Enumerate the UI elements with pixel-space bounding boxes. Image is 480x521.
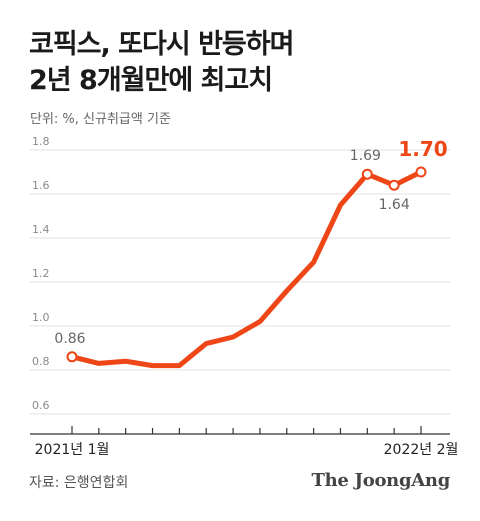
data-point-marker xyxy=(66,351,78,363)
data-point-marker xyxy=(415,166,427,178)
data-label: 1.70 xyxy=(398,137,447,161)
publisher-logo: The JoongAng xyxy=(311,470,451,491)
data-point-marker xyxy=(361,168,373,180)
y-tick-label: 0.6 xyxy=(32,399,50,412)
y-tick-label: 0.8 xyxy=(32,355,50,368)
chart-title: 코픽스, 또다시 반등하며 2년 8개월만에 최고치 xyxy=(29,27,294,99)
y-tick-label: 1.2 xyxy=(32,267,50,280)
y-tick-label: 1.6 xyxy=(32,179,50,192)
y-tick-label: 1.0 xyxy=(32,311,50,324)
title-line-1: 코픽스, 또다시 반등하며 xyxy=(29,29,294,60)
data-label: 1.69 xyxy=(350,148,381,164)
series-line xyxy=(69,169,424,369)
unit-note: 단위: %, 신규취급액 기준 xyxy=(30,112,171,127)
data-label: 0.86 xyxy=(54,331,85,347)
data-point-marker xyxy=(388,179,400,191)
data-label: 1.64 xyxy=(379,197,410,213)
x-tick-label-last: 2022년 2월 xyxy=(384,442,459,458)
y-tick-label: 1.4 xyxy=(32,223,50,236)
title-line-2: 2년 8개월만에 최고치 xyxy=(29,65,273,96)
x-tick-label-first: 2021년 1월 xyxy=(35,442,110,458)
source-note: 자료: 은행연합회 xyxy=(29,475,129,491)
y-tick-label: 1.8 xyxy=(32,135,50,148)
